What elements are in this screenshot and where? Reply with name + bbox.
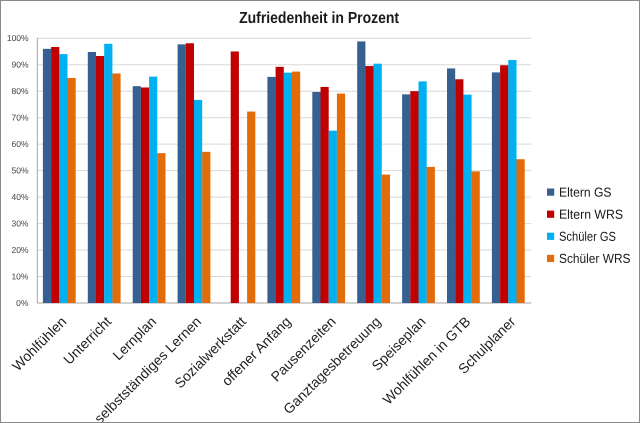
svg-text:Eltern WRS: Eltern WRS [559, 207, 623, 222]
svg-text:Zufriedenheit in Prozent: Zufriedenheit in Prozent [239, 10, 400, 27]
svg-text:Schüler GS: Schüler GS [559, 229, 616, 244]
svg-text:0%: 0% [16, 298, 29, 308]
svg-text:50%: 50% [12, 165, 29, 175]
svg-text:Schüler WRS: Schüler WRS [559, 251, 631, 266]
svg-text:30%: 30% [11, 218, 28, 228]
svg-text:90%: 90% [12, 60, 29, 70]
svg-text:70%: 70% [12, 113, 29, 123]
svg-text:80%: 80% [12, 86, 29, 96]
svg-text:20%: 20% [11, 245, 28, 255]
svg-text:100%: 100% [7, 33, 29, 43]
svg-text:60%: 60% [12, 139, 29, 149]
svg-text:40%: 40% [11, 192, 28, 202]
svg-text:Eltern GS: Eltern GS [559, 185, 612, 200]
svg-text:10%: 10% [11, 271, 28, 281]
